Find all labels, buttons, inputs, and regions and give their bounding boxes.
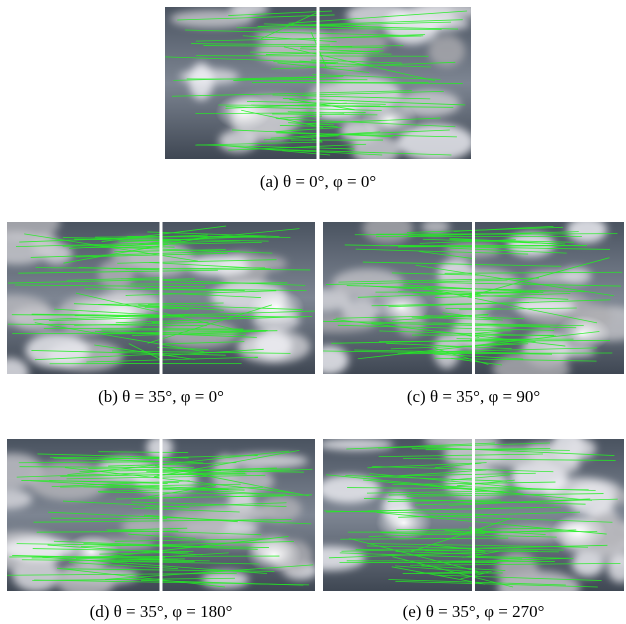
figure: (a) θ = 0°, φ = 0° (b) θ = 35°, φ = 0° (c)… [0,0,626,624]
image-content [294,213,626,387]
cloud [352,134,400,166]
cloud [567,217,607,243]
image-content [0,435,318,598]
cloud [189,63,213,101]
caption: (e) θ = 35°, φ = 270° [403,602,545,621]
cloud [260,496,302,521]
cloud [508,232,555,257]
caption: (d) θ = 35°, φ = 180° [90,602,233,621]
cloud [408,2,486,19]
image-content [165,2,486,166]
image-panel [295,429,626,606]
divider [472,222,475,374]
image-panel [294,213,626,387]
image-content [295,429,626,606]
divider [160,439,163,591]
divider [160,222,163,374]
divider [472,439,475,591]
cloud [363,213,414,244]
caption: (b) θ = 35°, φ = 0° [98,387,224,406]
cloud [266,38,312,62]
cloud [310,346,349,375]
image-content [0,204,315,388]
sun-glare [215,94,271,130]
divider [317,7,320,159]
cloud [11,306,59,331]
sun-glare [248,289,304,325]
cloud [166,510,228,539]
cloud [566,438,597,459]
image-panel [0,435,318,598]
page: {"figure": {"panels": [ {"caption": "(a)… [0,0,626,624]
image-panel [165,2,486,166]
cloud [255,332,291,360]
cloud [493,352,570,387]
image-panel [0,204,315,388]
caption: (c) θ = 35°, φ = 90° [407,387,540,406]
cloud [230,2,269,16]
caption: (a) θ = 0°, φ = 0° [260,172,376,191]
